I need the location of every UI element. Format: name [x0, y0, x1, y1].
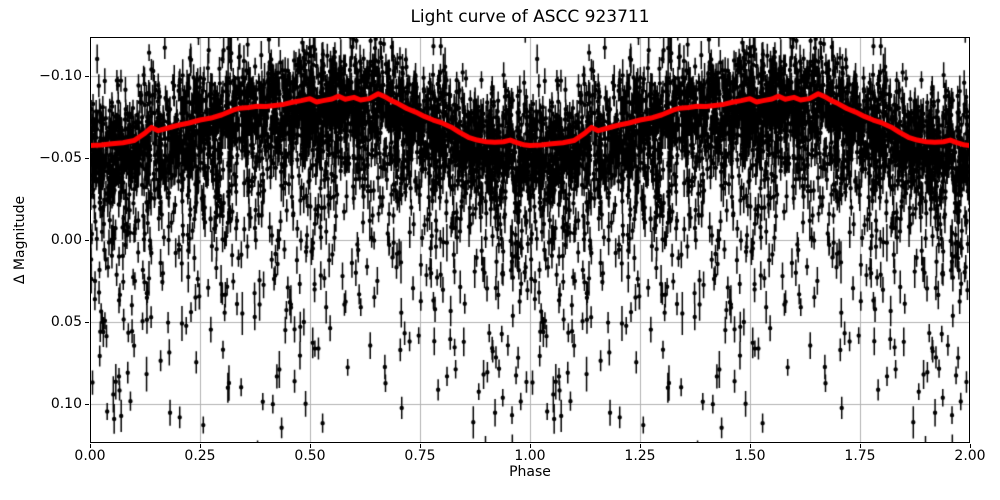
y-tick-mark [85, 322, 89, 323]
x-tick-mark [750, 444, 751, 448]
x-tick-mark [90, 444, 91, 448]
y-tick-label: −0.05 [39, 150, 82, 166]
x-tick-mark [860, 444, 861, 448]
y-tick-label: 0.00 [50, 232, 82, 248]
x-tick-mark [530, 444, 531, 448]
y-tick-label: −0.10 [39, 68, 82, 84]
x-tick-mark [640, 444, 641, 448]
x-tick-label: 2.00 [954, 448, 986, 464]
x-tick-mark [200, 444, 201, 448]
x-tick-label: 1.50 [734, 448, 766, 464]
chart-title: Light curve of ASCC 923711 [410, 7, 650, 27]
x-tick-label: 0.00 [74, 448, 106, 464]
y-tick-mark [85, 404, 89, 405]
y-tick-mark [85, 76, 89, 77]
x-tick-mark [310, 444, 311, 448]
x-axis-label: Phase [509, 464, 551, 480]
x-tick-label: 0.25 [184, 448, 216, 464]
x-tick-label: 0.75 [404, 448, 436, 464]
x-tick-label: 1.75 [844, 448, 876, 464]
y-tick-label: 0.10 [50, 396, 82, 412]
light-curve-plot-canvas [90, 37, 970, 443]
plot-area [90, 37, 970, 443]
x-tick-label: 0.50 [294, 448, 326, 464]
x-tick-mark [420, 444, 421, 448]
y-tick-mark [85, 240, 89, 241]
x-tick-label: 1.25 [624, 448, 656, 464]
x-tick-label: 1.00 [514, 448, 546, 464]
x-tick-mark [970, 444, 971, 448]
y-tick-mark [85, 158, 89, 159]
y-tick-label: 0.05 [50, 314, 82, 330]
